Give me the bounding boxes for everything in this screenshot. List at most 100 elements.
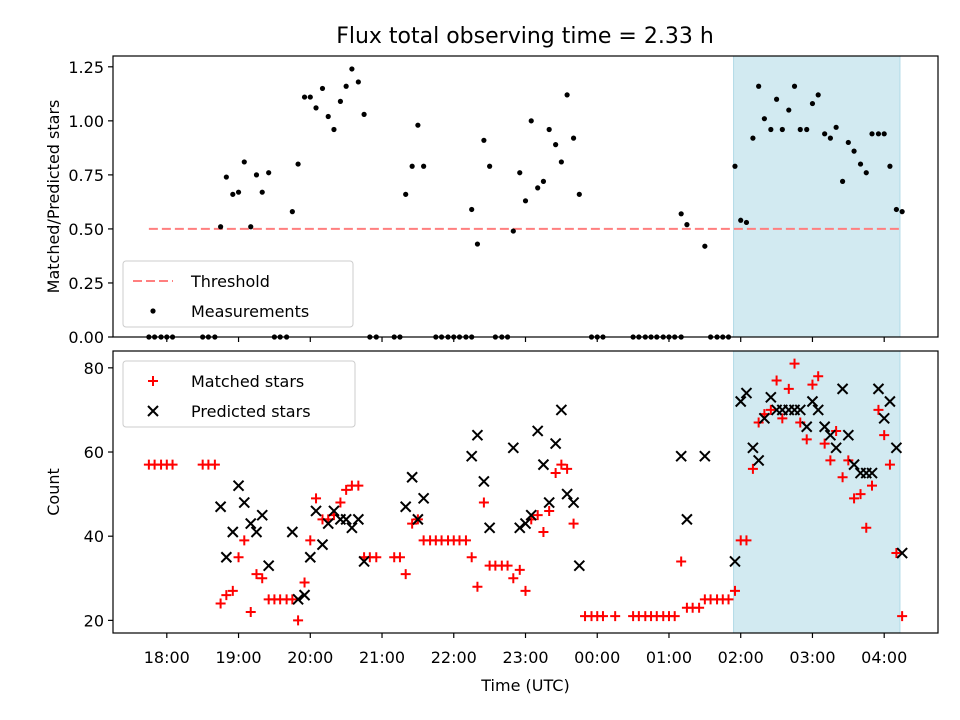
data-point [758, 412, 771, 425]
data-point [681, 513, 693, 526]
data-point [540, 178, 547, 184]
data-point [220, 551, 233, 563]
x-tick-label: 18:00 [144, 648, 190, 667]
data-point [235, 189, 242, 195]
data-point [576, 191, 582, 197]
data-point [738, 217, 744, 223]
data-point [794, 404, 806, 416]
data-point [753, 417, 764, 428]
data-point [837, 472, 848, 483]
data-point [861, 522, 872, 533]
data-point [804, 126, 810, 133]
data-point [313, 105, 319, 111]
data-point [562, 463, 573, 474]
data-point [209, 459, 220, 470]
data-point [257, 573, 268, 584]
data-point [293, 615, 304, 626]
data-point [729, 555, 741, 568]
data-point [881, 131, 887, 137]
legend-marker [147, 405, 159, 417]
data-point [239, 535, 250, 546]
data-point [412, 513, 424, 526]
data-point [732, 163, 738, 169]
legend-label: Matched stars [191, 372, 304, 391]
x-tick-label: 23:00 [502, 648, 548, 667]
data-point [884, 395, 896, 408]
data-point [253, 172, 260, 178]
data-point [407, 518, 418, 529]
data-point [349, 66, 355, 72]
data-point [335, 497, 346, 508]
data-point [549, 437, 562, 450]
data-point [863, 170, 869, 176]
data-point [519, 517, 532, 530]
data-point [289, 209, 295, 215]
data-point [699, 450, 711, 462]
data-point [218, 224, 224, 230]
y-tick-label: 1.25 [68, 58, 104, 77]
data-point [417, 492, 430, 505]
legend-marker [148, 376, 158, 386]
data-point [466, 552, 477, 563]
legend-box [122, 360, 356, 428]
legend-marker [150, 308, 156, 314]
data-point [343, 83, 349, 89]
data-point [531, 425, 544, 437]
data-point [460, 535, 471, 546]
data-point [514, 522, 526, 534]
data-point [550, 468, 561, 479]
data-point [899, 209, 905, 215]
data-point [358, 555, 370, 568]
data-point [893, 206, 899, 213]
data-point [508, 573, 519, 584]
data-point [806, 395, 819, 408]
data-point [773, 96, 780, 102]
y-tick-label: 0.25 [68, 274, 104, 293]
data-point [815, 92, 821, 98]
data-point [786, 107, 792, 113]
data-point [570, 135, 577, 141]
data-point [897, 611, 908, 622]
data-point [465, 450, 478, 462]
data-point [873, 404, 884, 415]
data-point [555, 404, 568, 416]
data-point [740, 387, 753, 399]
x-tick-label: 02:00 [718, 648, 764, 667]
data-point [361, 111, 367, 117]
x-tick-label: 22:00 [431, 648, 477, 667]
data-point [316, 538, 329, 551]
data-point [292, 593, 304, 606]
data-point [262, 559, 275, 572]
data-point [839, 178, 846, 184]
data-point [678, 211, 684, 217]
data-point [819, 438, 830, 449]
data-point [544, 505, 555, 516]
x-axis-label: Time (UTC) [480, 676, 569, 695]
data-point [399, 501, 412, 513]
data-point [266, 170, 272, 176]
data-point [304, 551, 316, 563]
data-point [849, 493, 860, 504]
data-point [779, 126, 785, 133]
data-point [756, 83, 762, 89]
data-point [887, 163, 893, 169]
x-tick-label: 20:00 [287, 648, 333, 667]
data-point [310, 505, 322, 517]
data-point [537, 458, 550, 471]
data-point [406, 471, 418, 483]
data-point [502, 560, 513, 571]
data-point [791, 83, 798, 89]
data-point [818, 421, 831, 433]
data-point [797, 126, 803, 133]
data-point [233, 552, 244, 563]
figure-title: Flux total observing time = 2.33 h [336, 24, 714, 49]
data-point [403, 191, 409, 197]
data-point [311, 493, 322, 504]
y-axis-label: Matched/Predicted stars [44, 100, 63, 294]
data-point [848, 458, 860, 471]
data-point [845, 139, 851, 146]
x-tick-label: 21:00 [359, 648, 405, 667]
data-point [421, 163, 427, 169]
data-point [394, 552, 405, 563]
legend-box [122, 260, 354, 328]
